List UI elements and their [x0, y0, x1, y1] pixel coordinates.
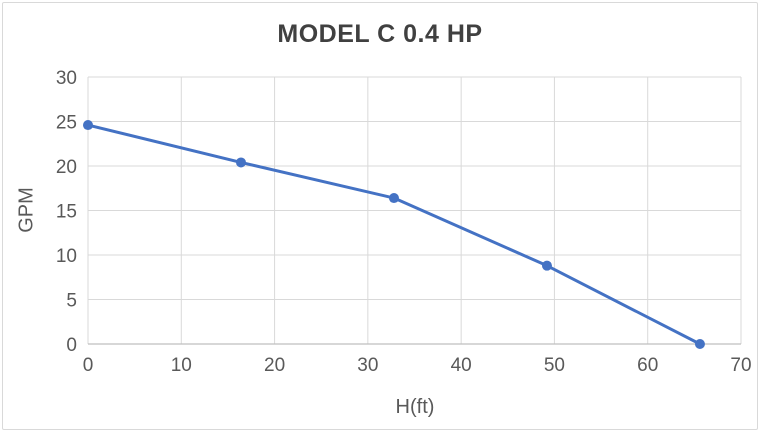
x-tick-label: 20	[264, 355, 285, 376]
chart-title: MODEL C 0.4 HP	[277, 20, 483, 48]
x-tick-label: 10	[171, 355, 192, 376]
x-tick-label: 30	[357, 355, 378, 376]
y-tick-label: 5	[66, 291, 77, 312]
data-point-marker	[388, 193, 399, 204]
y-tick-label: 20	[56, 157, 77, 178]
x-tick-label: 70	[730, 355, 751, 376]
y-tick-label: 15	[56, 202, 77, 223]
y-tick-label: 0	[66, 335, 77, 356]
data-point-marker	[235, 157, 246, 168]
x-axis-title: H(ft)	[395, 396, 435, 418]
data-point-marker	[83, 120, 93, 131]
data-line	[86, 123, 702, 346]
y-tick-label: 25	[56, 113, 77, 134]
x-tick-label: 40	[451, 355, 472, 376]
plot-area: 0 10 20 30 40 50 60 70 0 5 10 15 20 25 30	[56, 68, 752, 376]
chart-container: MODEL C 0.4 HP GPM H(ft) 0 10 20 30 40 50 60 70…	[2, 2, 758, 430]
y-tick-label: 10	[56, 246, 77, 267]
x-tick-label: 50	[544, 355, 565, 376]
x-tick-label: 0	[83, 355, 94, 376]
data-point-marker	[541, 260, 552, 271]
y-tick-label: 30	[56, 68, 77, 89]
data-point-marker	[694, 339, 705, 349]
x-tick-label: 60	[637, 355, 658, 376]
